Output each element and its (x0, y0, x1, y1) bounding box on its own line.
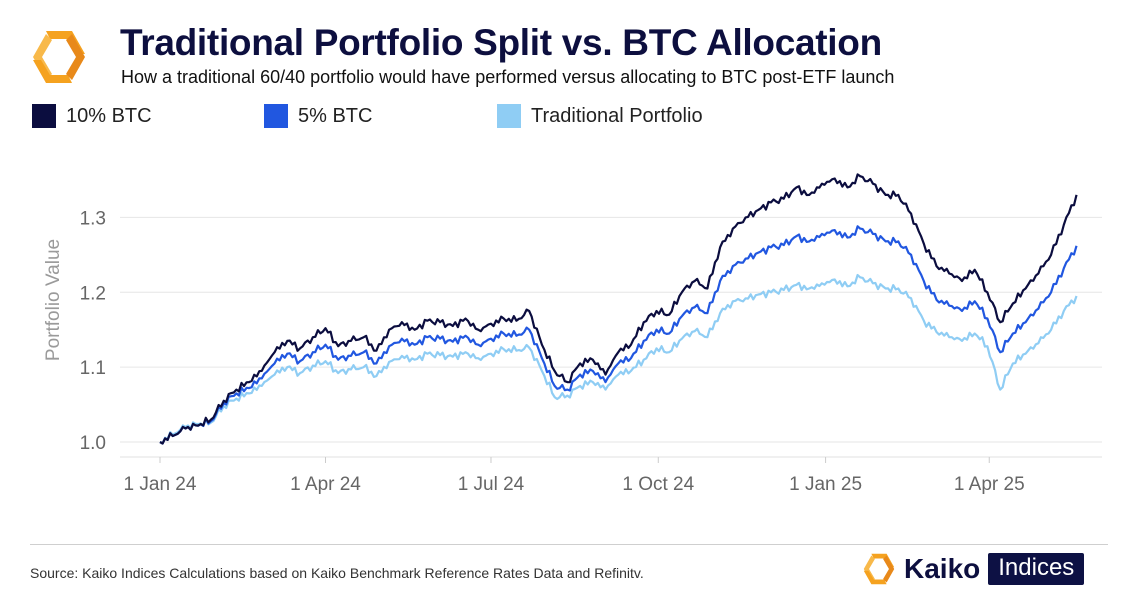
chart-title: Traditional Portfolio Split vs. BTC Allo… (120, 22, 882, 63)
kaiko-brand-icon (863, 553, 895, 585)
x-tick-label: 1 Apr 25 (954, 474, 1025, 495)
legend-label-10pct-btc: 10% BTC (66, 104, 152, 127)
legend-swatch-10pct-btc (32, 104, 56, 128)
footer-divider (30, 544, 1108, 545)
legend-item-traditional[interactable]: Traditional Portfolio (497, 104, 703, 128)
series-line-5-btc (159, 225, 1078, 445)
series-line-10-btc (159, 173, 1078, 445)
x-axis: 1 Jan 24 1 Apr 24 1 Jul 24 1 Oct 24 1 Jan 25… (124, 457, 1025, 495)
line-chart: 1.0 1.1 1.2 1.3 1 Jan 24 1 Apr 24 1 Jul 24 1 O… (43, 173, 1102, 495)
y-axis: 1.0 1.1 1.2 1.3 (80, 208, 106, 454)
brand-tag: Indices (988, 553, 1085, 585)
series-line-traditional-portfolio (159, 273, 1078, 445)
legend-label-traditional: Traditional Portfolio (531, 104, 703, 127)
y-tick-label: 1.1 (80, 358, 106, 379)
legend-swatch-5pct-btc (264, 104, 288, 128)
x-tick-label: 1 Apr 24 (290, 474, 361, 495)
x-tick-label: 1 Jan 24 (124, 474, 197, 495)
kaiko-logo-icon (33, 31, 85, 83)
chart-subtitle: How a traditional 60/40 portfolio would … (121, 67, 895, 87)
legend-swatch-traditional (497, 104, 521, 128)
y-tick-label: 1.3 (80, 208, 106, 229)
x-tick-label: 1 Jan 25 (789, 474, 862, 495)
y-tick-label: 1.0 (80, 433, 106, 454)
brand-name: Kaiko (904, 553, 981, 584)
series-lines (159, 173, 1078, 445)
legend-label-5pct-btc: 5% BTC (298, 104, 373, 127)
legend: 10% BTC 5% BTC Traditional Portfolio (0, 104, 1142, 134)
legend-item-10pct-btc[interactable]: 10% BTC (32, 104, 152, 128)
x-tick-label: 1 Oct 24 (622, 474, 694, 495)
grid (120, 216, 1102, 458)
y-axis-label: Portfolio Value (43, 239, 64, 361)
source-note: Source: Kaiko Indices Calculations based… (30, 565, 644, 581)
y-tick-label: 1.2 (80, 283, 106, 304)
brand-footer: Kaiko Indices (862, 552, 1085, 586)
legend-item-5pct-btc[interactable]: 5% BTC (264, 104, 372, 128)
x-tick-label: 1 Jul 24 (458, 474, 525, 495)
